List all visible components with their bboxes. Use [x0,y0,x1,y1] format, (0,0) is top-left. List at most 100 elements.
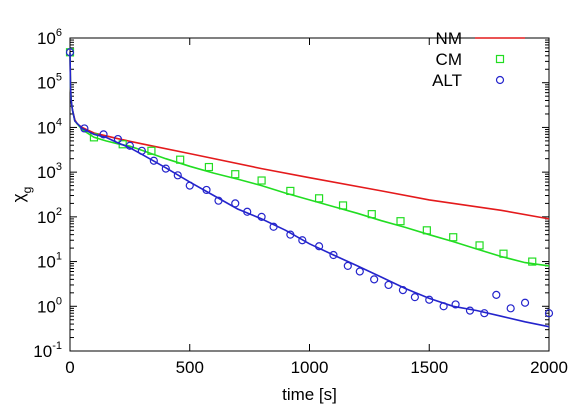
data-point-alt [298,236,307,245]
x-tick-label: 0 [65,358,74,377]
data-point-cm [396,217,405,226]
axis-ticks: 0 500 1000 1500 200010-110010110210310410510… [33,27,568,377]
y-tick-label: 10-1 [33,340,62,361]
data-point-alt [65,48,75,57]
y-tick-base: 10 [37,74,56,93]
data-point-alt [410,293,419,302]
y-tick-label: 102 [37,206,62,227]
x-tick-label: 1500 [410,358,448,377]
legend-label: NM [436,29,462,48]
data-point-alt [185,181,194,190]
data-point-alt [137,146,146,155]
series-line-nm [69,52,550,220]
data-point-alt [384,280,393,290]
data-point-alt [492,290,501,299]
plot-border [69,37,550,352]
data-point-alt [161,164,170,173]
data-point-alt [520,298,530,307]
x-axis-label: time [s] [282,385,337,404]
legend-label: CM [436,50,462,69]
y-tick-base: 10 [37,253,56,272]
data-point-alt [173,171,182,180]
data-point-alt [243,207,252,216]
y-tick-exponent: 6 [56,27,62,39]
data-point-cm [231,170,240,179]
data-point-alt [214,196,223,205]
data-point-cm [338,201,348,210]
data-point-cm [449,233,458,242]
y-tick-exponent: 1 [56,251,62,263]
y-tick-label: 100 [37,295,62,316]
data-point-cm [147,146,156,155]
series-cm [65,48,550,267]
data-point-alt [257,212,266,221]
data-point-alt [80,124,89,133]
legend-item-alt: ALT [432,71,505,90]
legend-item-cm: CM [436,50,505,69]
data-point-cm [475,241,484,250]
data-point-alt [314,242,324,251]
data-point-cm [314,194,324,203]
data-point-alt [451,300,460,309]
y-axis-label-sub: g [20,187,34,194]
data-point-alt [125,141,134,150]
y-tick-label: 106 [37,27,62,48]
y-tick-label: 103 [37,161,62,182]
legend-swatch-circle [495,75,505,85]
y-tick-label: 105 [37,72,62,93]
y-tick-base: 10 [37,118,56,137]
data-point-cm [528,257,537,266]
y-axis-label: χg [9,187,34,203]
data-point-alt [355,267,364,276]
data-point-alt [286,230,295,239]
y-tick-base: 10 [37,297,56,316]
series-layer [65,48,554,328]
legend: NM CM ALT [432,29,525,90]
data-point-alt [231,199,240,208]
series-alt [65,48,554,328]
y-tick-exponent: 2 [56,206,62,218]
series-nm [69,52,550,220]
data-point-alt [149,156,158,165]
data-point-alt [99,130,108,139]
y-tick-exponent: 5 [56,72,62,84]
y-axis-label-main: χ [9,193,28,202]
y-tick-exponent: -1 [52,340,62,352]
x-tick-label: 1000 [291,358,329,377]
data-point-alt [480,309,489,318]
data-point-cm [257,176,266,185]
data-point-cm [499,249,508,258]
data-point-alt [269,222,278,231]
y-tick-base: 10 [37,29,56,48]
y-tick-base: 10 [37,208,56,227]
legend-swatch-square [495,54,505,64]
y-tick-label: 104 [37,116,62,137]
data-point-alt [370,275,379,284]
y-tick-exponent: 3 [56,161,62,173]
data-point-alt [425,295,434,304]
data-point-cm [422,226,431,235]
y-tick-exponent: 0 [56,295,62,307]
legend-item-nm: NM [436,29,525,48]
y-tick-exponent: 4 [56,116,62,128]
y-tick-base: 10 [37,163,56,182]
data-point-alt [329,250,338,260]
svg-text:χg: χg [9,187,34,203]
data-point-cm [176,155,185,164]
legend-label: ALT [432,71,462,90]
data-point-cm [367,210,376,219]
series-line-cm [69,52,550,267]
x-tick-label: 2000 [530,358,568,377]
data-point-alt [439,302,448,311]
data-point-alt [506,304,515,313]
data-point-cm [204,162,214,172]
y-tick-base: 10 [33,342,52,361]
data-point-alt [465,306,475,315]
data-point-alt [398,286,408,295]
series-line-alt [69,52,550,328]
data-point-alt [544,309,554,318]
y-tick-label: 101 [37,251,62,272]
data-point-alt [113,134,123,144]
data-point-alt [343,261,352,271]
